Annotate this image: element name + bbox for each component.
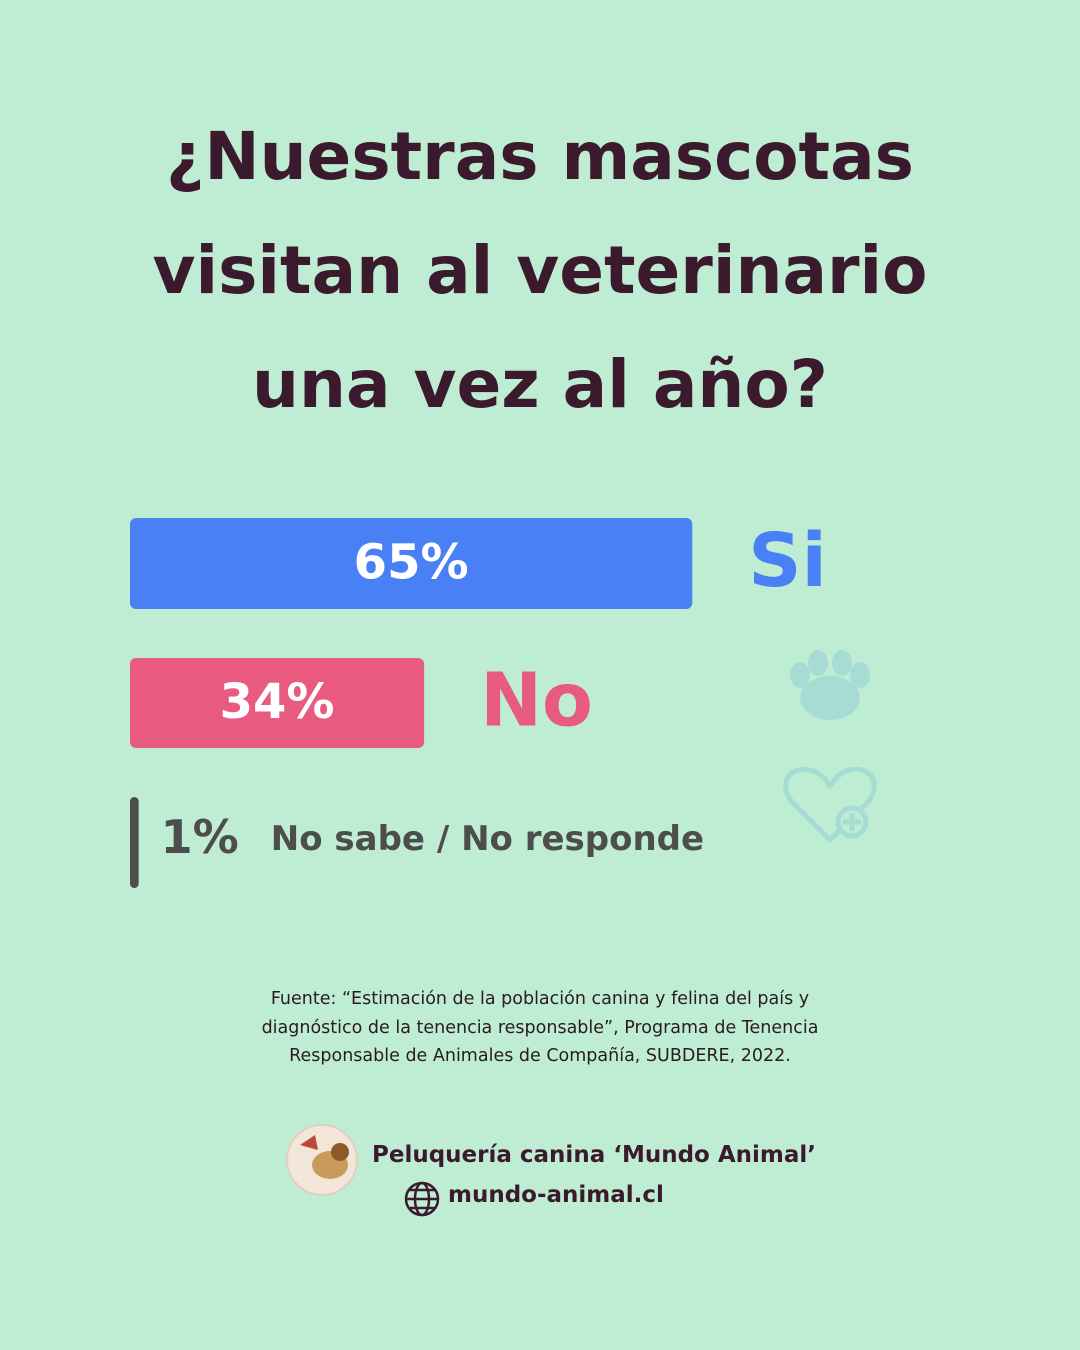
brand-name: Peluquería canina ‘Mundo Animal’ — [372, 1142, 817, 1168]
bar — [130, 518, 693, 609]
value-label: 34% — [220, 674, 335, 730]
bar — [130, 797, 139, 888]
source-note: Fuente: “Estimación de la población cani… — [261, 989, 819, 1066]
category-label: No sabe / No responde — [271, 819, 704, 859]
logo — [286, 1124, 358, 1196]
value-label: 65% — [354, 535, 469, 591]
heart-icon — [783, 766, 877, 843]
bar — [130, 658, 425, 748]
paw-icon — [790, 650, 870, 720]
globe-icon — [404, 1181, 440, 1217]
website: mundo-animal.cl — [448, 1182, 664, 1208]
category-label: Si — [748, 518, 827, 604]
title: ¿Nuestras mascotas visitan al veterinari… — [152, 118, 928, 423]
category-label: No — [480, 658, 593, 744]
value-label: 1% — [161, 810, 239, 864]
